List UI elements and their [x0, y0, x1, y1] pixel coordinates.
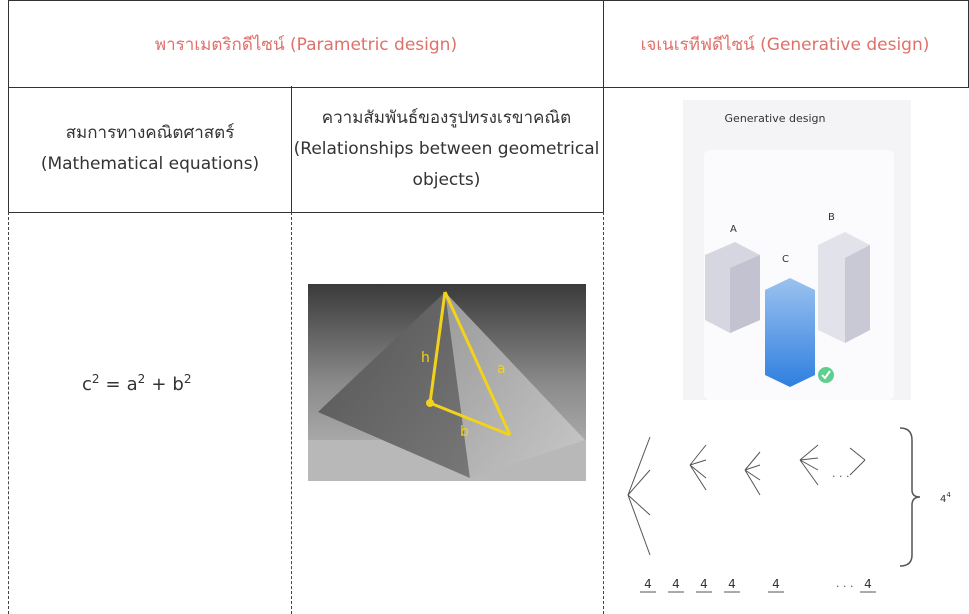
- header-text: พาราเมตริกดีไซน์ (Parametric design): [154, 34, 458, 55]
- tree-total-exponent: 4: [946, 491, 951, 499]
- center-point: [426, 399, 434, 407]
- building-shade: [845, 245, 870, 343]
- tree-diagram: [627, 427, 921, 593]
- branch: [744, 451, 761, 496]
- dashed-cell: [290, 212, 604, 614]
- tree-ellipsis: · · ·: [836, 580, 853, 593]
- header-text: เจเนเรทีฟดีไซน์ (Generative design): [640, 34, 930, 55]
- building-label: A: [730, 224, 737, 235]
- pyramid-face: [445, 292, 585, 478]
- tree-ellipsis: · · ·: [832, 470, 849, 483]
- subheader-thai: สมการทางคณิตศาสตร์: [65, 123, 235, 143]
- equation-base: c: [82, 374, 92, 395]
- tree-digit: 4: [672, 577, 680, 591]
- branch: [689, 444, 707, 491]
- pyramid-label: h: [421, 350, 430, 366]
- branch: [799, 444, 819, 486]
- equation-exponent: 2: [183, 372, 192, 386]
- check-mark: [821, 370, 831, 380]
- building-c: [765, 278, 815, 387]
- equation-base: b: [172, 374, 184, 395]
- subheader-english: (Relationships between geometrical objec…: [293, 138, 600, 190]
- tree-digit: 4: [728, 577, 736, 591]
- subheader-cell: สมการทางคณิตศาสตร์ (Mathematical equatio…: [8, 86, 292, 213]
- brace: [899, 427, 921, 567]
- building-label: B: [828, 212, 835, 223]
- panel-title: Generative design: [725, 112, 826, 125]
- building-shade: [730, 255, 760, 333]
- branch: [627, 436, 651, 556]
- equation: c2 = a2 + b2: [82, 372, 191, 395]
- branch: [849, 447, 866, 476]
- equation-operator: =: [105, 374, 121, 395]
- subheader-thai: ความสัมพันธ์ของรูปทรงเรขาคณิต: [321, 107, 572, 128]
- subheader-cell: ความสัมพันธ์ของรูปทรงเรขาคณิต (Relations…: [290, 86, 604, 213]
- subheader-english: (Mathematical equations): [40, 154, 260, 174]
- equation-exponent: 2: [137, 372, 146, 386]
- tree-total-base: 4: [940, 494, 946, 505]
- height-line: [428, 291, 447, 404]
- pyramid-label: b: [460, 424, 469, 440]
- tree-digit: 4: [700, 577, 708, 591]
- pyramid-photo: h a b: [308, 284, 586, 481]
- equation-base: a: [126, 374, 138, 395]
- slant-line: [443, 291, 512, 436]
- tree-digits: 4 4 4 4 4 4: [644, 577, 872, 591]
- base-line: [429, 401, 511, 437]
- tree-digit: 4: [864, 577, 872, 591]
- tree-total: 44: [940, 491, 951, 505]
- tree-digit: 4: [644, 577, 652, 591]
- building-label: C: [782, 254, 789, 265]
- equation-operator: +: [151, 374, 167, 395]
- generative-illustration: Generative design A B C: [683, 100, 911, 400]
- dashed-cell: [8, 212, 292, 614]
- pyramid-face: [318, 292, 470, 478]
- tree-digit: 4: [772, 577, 780, 591]
- header-parametric: พาราเมตริกดีไซน์ (Parametric design): [8, 0, 604, 88]
- equation-exponent: 2: [91, 372, 100, 386]
- pyramid-label: a: [497, 361, 506, 377]
